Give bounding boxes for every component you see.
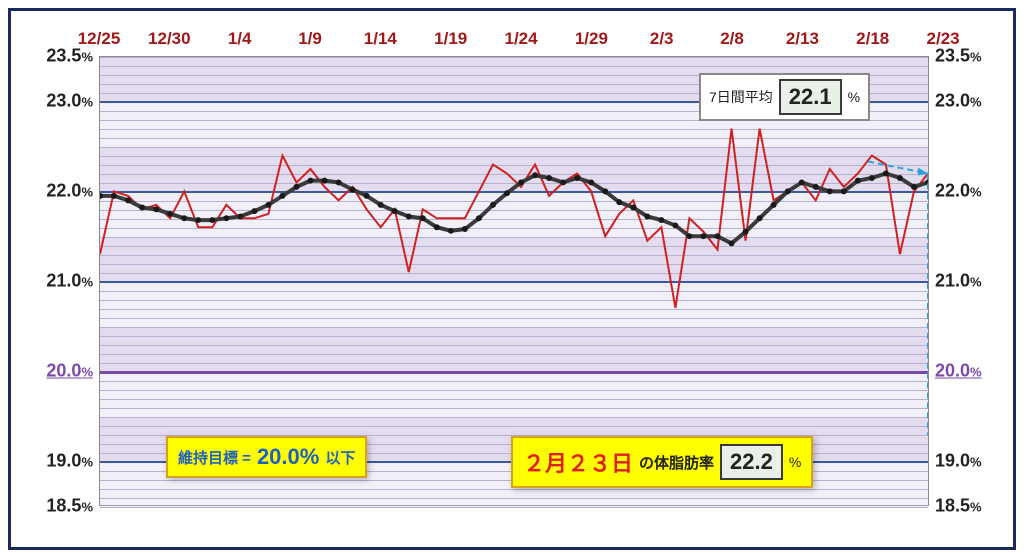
y-axis-label-left: 23.5% (13, 46, 93, 67)
current-unit: % (789, 454, 801, 470)
y-axis-label-right: 23.0% (935, 91, 982, 112)
x-axis-label: 12/30 (148, 29, 191, 49)
y-axis-label-left: 19.0% (13, 451, 93, 472)
avg-unit: % (848, 89, 860, 105)
x-axis-label: 1/24 (504, 29, 537, 49)
x-axis-label: 1/29 (575, 29, 608, 49)
x-axis-label: 2/8 (720, 29, 744, 49)
y-axis-label-right: 19.0% (935, 451, 982, 472)
x-axis-label: 1/4 (228, 29, 252, 49)
current-value: 22.2 (720, 444, 783, 480)
target-callout: 維持目標 = 20.0% 以下 (166, 436, 367, 478)
y-axis-label-right: 21.0% (935, 271, 982, 292)
y-axis-label-right: 23.5% (935, 46, 982, 67)
y-axis-label-right: 18.5% (935, 496, 982, 517)
x-axis-label: 2/13 (786, 29, 819, 49)
current-date: ２月２３日 (523, 446, 633, 478)
y-axis-label-right: 20.0% (935, 361, 982, 382)
avg-callout: 7日間平均 22.1 % (699, 73, 870, 121)
avg-value: 22.1 (779, 79, 842, 115)
avg-label: 7日間平均 (709, 87, 773, 107)
y-axis-label-left: 18.5% (13, 496, 93, 517)
y-axis-label-left: 20.0% (13, 361, 93, 382)
x-axis-label: 1/19 (434, 29, 467, 49)
y-axis-label-left: 21.0% (13, 271, 93, 292)
target-prefix: 維持目標 = (178, 447, 251, 468)
x-axis-label: 2/3 (650, 29, 674, 49)
x-axis-label: 2/18 (856, 29, 889, 49)
current-callout: ２月２３日 の体脂肪率 22.2 % (511, 436, 813, 488)
x-axis-label: 1/14 (364, 29, 397, 49)
current-label: の体脂肪率 (639, 452, 714, 473)
target-value: 20.0% (257, 444, 319, 470)
y-axis-label-left: 23.0% (13, 91, 93, 112)
target-suffix: 以下 (325, 447, 355, 468)
y-axis-label-right: 22.0% (935, 181, 982, 202)
y-axis-label-left: 22.0% (13, 181, 93, 202)
chart-frame: 7日間平均 22.1 % 維持目標 = 20.0% 以下 ２月２３日 の体脂肪率… (8, 8, 1016, 550)
x-axis-label: 1/9 (298, 29, 322, 49)
